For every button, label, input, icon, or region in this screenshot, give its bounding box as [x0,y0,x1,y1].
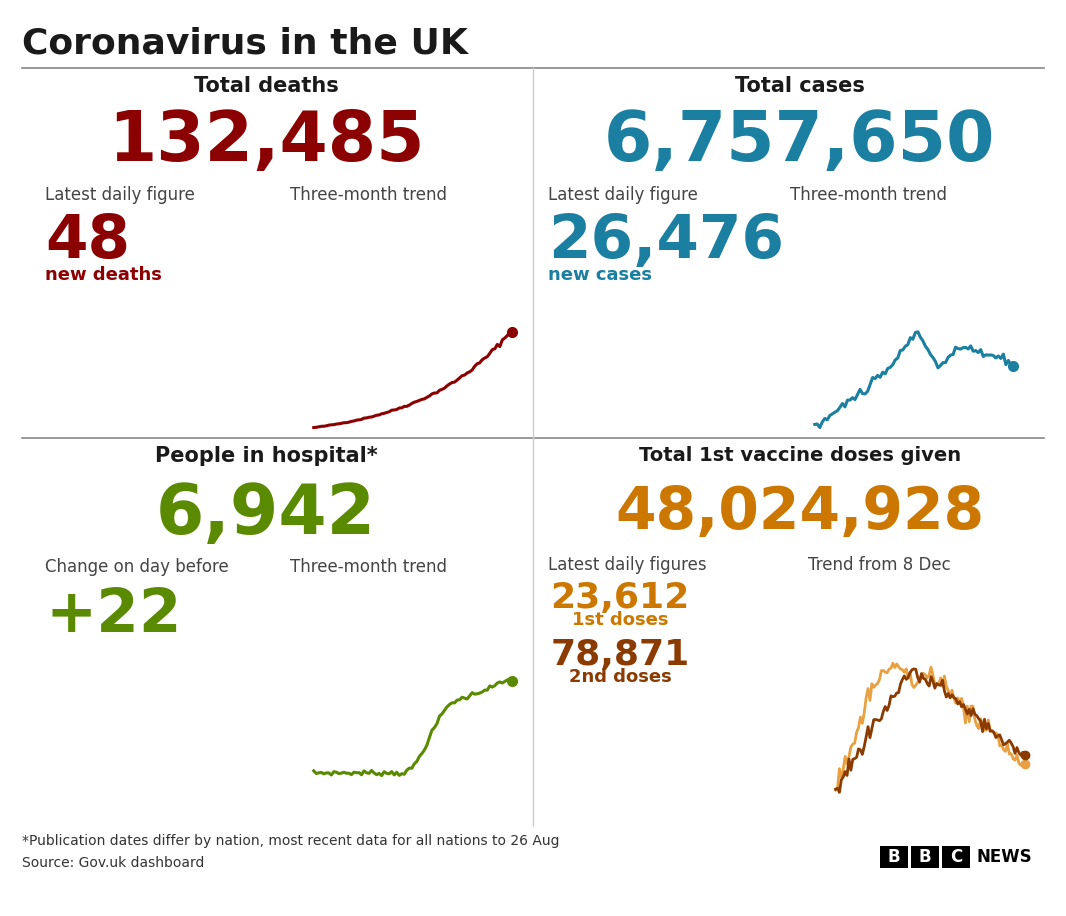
Text: Latest daily figure: Latest daily figure [548,186,698,204]
Text: Three-month trend: Three-month trend [290,558,447,576]
Text: 1st doses: 1st doses [571,611,668,629]
Text: B: B [888,848,901,866]
Text: 78,871: 78,871 [550,638,690,672]
Text: new cases: new cases [548,266,652,284]
Text: 23,612: 23,612 [550,581,690,615]
Text: Latest daily figures: Latest daily figures [548,556,707,574]
Text: Three-month trend: Three-month trend [290,186,447,204]
Text: 48: 48 [45,212,130,271]
Text: 132,485: 132,485 [108,108,424,175]
Text: Total 1st vaccine doses given: Total 1st vaccine doses given [639,446,962,465]
Text: Coronavirus in the UK: Coronavirus in the UK [22,26,468,60]
Text: +22: +22 [45,586,181,645]
Text: B: B [919,848,932,866]
Text: 48,024,928: 48,024,928 [615,484,985,541]
Text: People in hospital*: People in hospital* [155,446,377,466]
Text: Latest daily figure: Latest daily figure [45,186,195,204]
Text: Total cases: Total cases [736,76,865,96]
Text: NEWS: NEWS [978,848,1033,866]
Text: 2nd doses: 2nd doses [568,668,672,686]
Text: C: C [950,848,963,866]
FancyBboxPatch shape [881,846,908,868]
Text: 26,476: 26,476 [548,212,784,271]
Text: *Publication dates differ by nation, most recent data for all nations to 26 Aug: *Publication dates differ by nation, mos… [22,834,560,848]
Text: Source: Gov.uk dashboard: Source: Gov.uk dashboard [22,856,205,870]
FancyBboxPatch shape [911,846,939,868]
Text: 6,942: 6,942 [156,481,376,548]
Text: new deaths: new deaths [45,266,162,284]
Text: Three-month trend: Three-month trend [790,186,947,204]
Text: Total deaths: Total deaths [194,76,338,96]
FancyBboxPatch shape [942,846,970,868]
Text: Trend from 8 Dec: Trend from 8 Dec [808,556,951,574]
Text: Change on day before: Change on day before [45,558,229,576]
Text: 6,757,650: 6,757,650 [604,108,996,175]
